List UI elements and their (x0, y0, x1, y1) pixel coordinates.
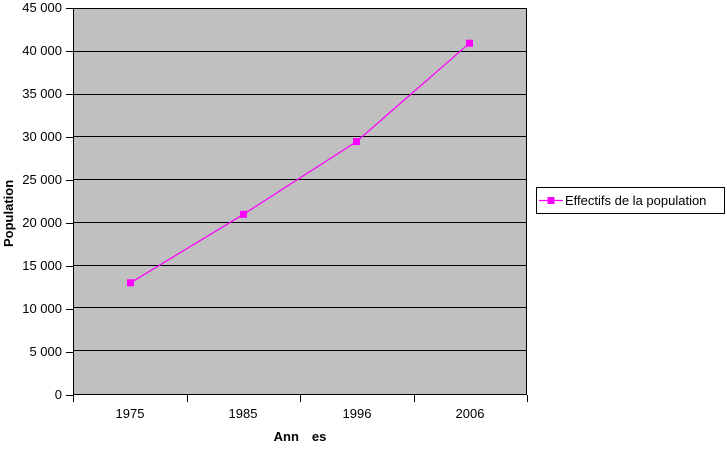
y-axis-tick-label: 15 000 (22, 258, 62, 273)
y-axis-tick-label: 20 000 (22, 215, 62, 230)
series-line (130, 42, 470, 284)
y-axis-tick (66, 266, 73, 267)
x-axis-tick-label: 1996 (342, 406, 372, 421)
y-axis-tick (66, 223, 73, 224)
y-axis-tick (66, 8, 73, 9)
y-axis-tick (66, 309, 73, 310)
y-axis-tick (66, 94, 73, 95)
y-axis-tick-label: 30 000 (22, 129, 62, 144)
y-axis-tick (66, 352, 73, 353)
x-axis-tick-label: 2006 (455, 406, 485, 421)
legend-label: Effectifs de la population (565, 193, 707, 208)
x-axis-tick (414, 395, 415, 402)
data-point-marker (127, 279, 134, 287)
y-axis-tick (66, 51, 73, 52)
x-axis-tick-label: 1985 (228, 406, 258, 421)
y-axis-tick-label: 0 (54, 387, 62, 402)
x-axis-tick (187, 395, 188, 402)
gridline (74, 222, 526, 223)
plot-area (73, 8, 527, 395)
y-axis-title: Population (1, 179, 16, 247)
legend-line-marker-icon (539, 197, 563, 204)
y-axis-tick (66, 180, 73, 181)
x-axis-tick (527, 395, 528, 402)
line-series-layer (127, 39, 473, 287)
y-axis-tick-label: 45 000 (22, 0, 62, 15)
gridline (74, 179, 526, 180)
x-axis-tick (73, 395, 74, 402)
data-point-marker (353, 138, 360, 146)
y-axis-tick (66, 395, 73, 396)
gridline (74, 136, 526, 137)
x-axis-tick (300, 395, 301, 402)
y-axis-tick-label: 25 000 (22, 172, 62, 187)
y-axis-tick (66, 137, 73, 138)
gridline (74, 94, 526, 95)
y-axis-tick-label: 35 000 (22, 86, 62, 101)
gridline (74, 51, 526, 52)
y-axis-tick-label: 40 000 (22, 43, 62, 58)
x-axis-title: Ann es (273, 429, 327, 444)
x-axis-tick-label: 1975 (115, 406, 145, 421)
gridline (74, 350, 526, 351)
gridline (74, 307, 526, 308)
data-point-marker (466, 39, 473, 47)
data-point-marker (240, 210, 247, 218)
y-axis-tick-label: 10 000 (22, 301, 62, 316)
gridline (74, 265, 526, 266)
legend: Effectifs de la population (536, 187, 725, 214)
y-axis-tick-label: 5 000 (29, 344, 62, 359)
